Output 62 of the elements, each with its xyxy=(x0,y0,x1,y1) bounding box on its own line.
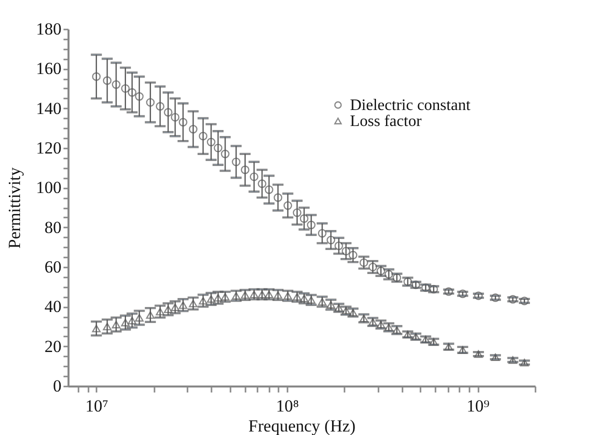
point xyxy=(300,214,308,223)
y-tick-label: 40 xyxy=(44,297,62,316)
y-tick-label: 20 xyxy=(44,336,62,356)
point xyxy=(198,132,208,140)
point xyxy=(206,295,216,303)
point xyxy=(170,112,180,122)
x-tick-label: 10⁷ xyxy=(85,396,108,416)
point xyxy=(214,144,222,152)
y-tick-label: 120 xyxy=(36,138,62,158)
point xyxy=(112,320,120,328)
point xyxy=(240,291,250,299)
point xyxy=(284,201,292,210)
point xyxy=(198,296,208,305)
point xyxy=(232,158,240,166)
point xyxy=(156,102,164,111)
point xyxy=(250,172,258,182)
point xyxy=(368,262,378,272)
point xyxy=(326,300,336,308)
point xyxy=(264,185,274,194)
point xyxy=(146,311,155,319)
point xyxy=(258,179,266,188)
point xyxy=(264,290,274,298)
point xyxy=(300,294,308,302)
point xyxy=(128,316,136,324)
y-tick-label: 160 xyxy=(36,59,62,78)
point xyxy=(121,318,130,326)
point xyxy=(206,138,216,146)
y-tick-label: 100 xyxy=(36,178,62,198)
point xyxy=(318,228,326,238)
point xyxy=(121,84,130,93)
y-tick-label: 140 xyxy=(36,98,62,118)
point xyxy=(292,208,302,217)
point xyxy=(214,294,222,302)
y-tick-label: 0 xyxy=(53,376,62,396)
point xyxy=(164,108,172,117)
x-axis-title: Frequency (Hz) xyxy=(248,416,356,435)
y-axis-title: Permittivity xyxy=(5,166,24,249)
point xyxy=(146,98,155,107)
point xyxy=(102,76,112,85)
point xyxy=(240,166,250,174)
point xyxy=(360,258,368,267)
point xyxy=(326,236,336,244)
point xyxy=(334,241,344,250)
point xyxy=(274,193,282,202)
y-tick-label: 180 xyxy=(36,20,62,38)
point xyxy=(188,300,198,308)
point xyxy=(188,124,198,134)
point xyxy=(156,308,164,316)
point xyxy=(112,80,120,89)
x-tick-label: 10⁹ xyxy=(466,396,490,416)
point xyxy=(250,290,258,298)
point xyxy=(164,305,172,314)
point xyxy=(274,291,282,299)
point xyxy=(258,290,266,298)
point xyxy=(128,88,136,97)
y-tick-label: 60 xyxy=(44,258,62,276)
y-tick-label: 80 xyxy=(44,218,62,237)
legend-label: Loss factor xyxy=(350,113,422,130)
x-tick-label: 10⁸ xyxy=(276,396,300,416)
point xyxy=(102,322,112,330)
legend-label: Dielectric constant xyxy=(350,97,471,114)
point xyxy=(170,303,180,312)
